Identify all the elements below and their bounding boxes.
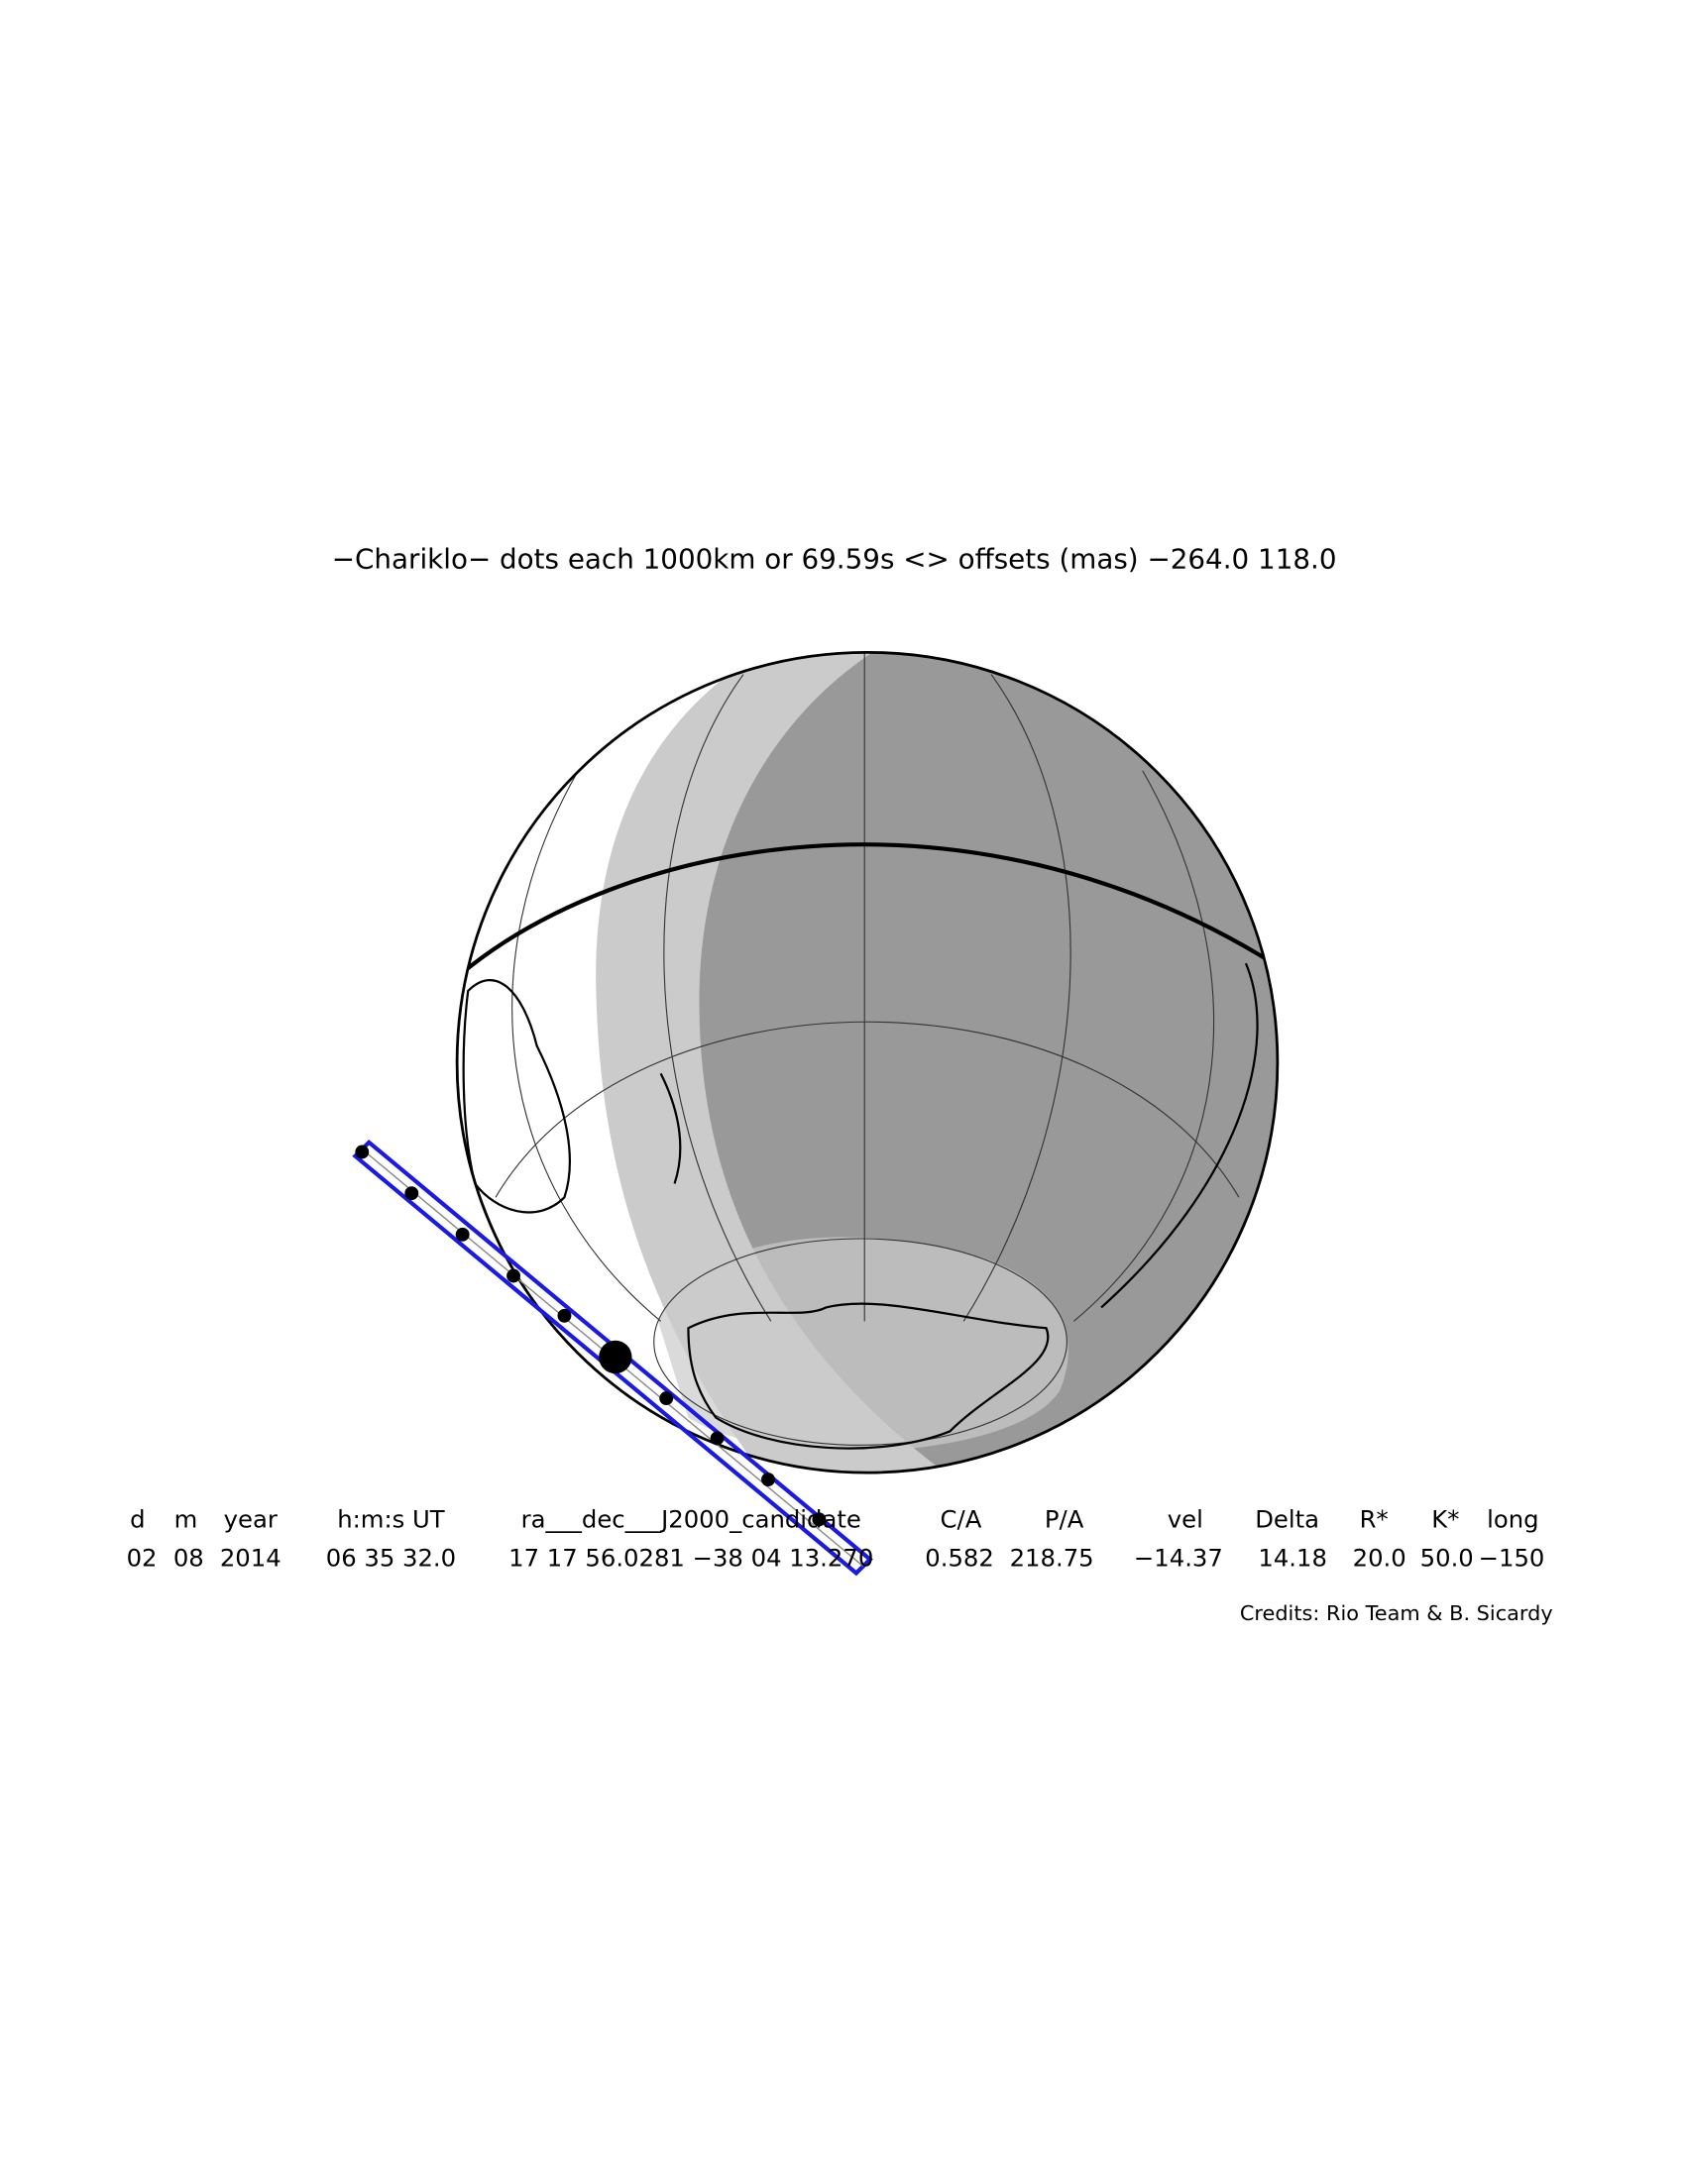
shadow-path bbox=[352, 1139, 873, 1577]
column-header: long bbox=[1487, 1505, 1538, 1534]
column-value: 218.75 bbox=[1010, 1544, 1094, 1573]
column-value: −150 bbox=[1479, 1544, 1545, 1573]
graticule bbox=[495, 652, 1240, 1446]
column-value: 02 bbox=[127, 1544, 158, 1573]
column-header: P/A bbox=[1045, 1505, 1084, 1534]
column-header: vel bbox=[1168, 1505, 1203, 1534]
column-value: 08 bbox=[173, 1544, 204, 1573]
column-header: C/A bbox=[941, 1505, 982, 1534]
globe-outline bbox=[455, 650, 1280, 1474]
column-value: 06 35 32.0 bbox=[326, 1544, 456, 1573]
column-value: 0.582 bbox=[925, 1544, 994, 1573]
column-value: 14.18 bbox=[1258, 1544, 1327, 1573]
title: −Chariklo− dots each 1000km or 69.59s <>… bbox=[332, 542, 1337, 575]
column-header: year bbox=[224, 1505, 278, 1534]
equator bbox=[457, 842, 1275, 979]
column-value: 2014 bbox=[220, 1544, 281, 1573]
column-value: 50.0 bbox=[1420, 1544, 1474, 1573]
column-header: Delta bbox=[1255, 1505, 1319, 1534]
column-header: d bbox=[130, 1505, 145, 1534]
column-header: h:m:s UT bbox=[337, 1505, 445, 1534]
column-value: 20.0 bbox=[1353, 1544, 1406, 1573]
column-header: R* bbox=[1360, 1505, 1389, 1534]
column-value: −14.37 bbox=[1134, 1544, 1223, 1573]
credits: Credits: Rio Team & B. Sicardy bbox=[1240, 1601, 1553, 1625]
column-value: 17 17 56.0281 −38 04 13.270 bbox=[508, 1544, 873, 1573]
column-header: ra___dec___J2000_candidate bbox=[521, 1505, 861, 1534]
column-header: K* bbox=[1431, 1505, 1459, 1534]
column-header: m bbox=[174, 1505, 198, 1534]
globe bbox=[457, 652, 1278, 1474]
data-table: d m year h:m:s UT ra___dec___J2000_candidate… bbox=[127, 1505, 1545, 1573]
